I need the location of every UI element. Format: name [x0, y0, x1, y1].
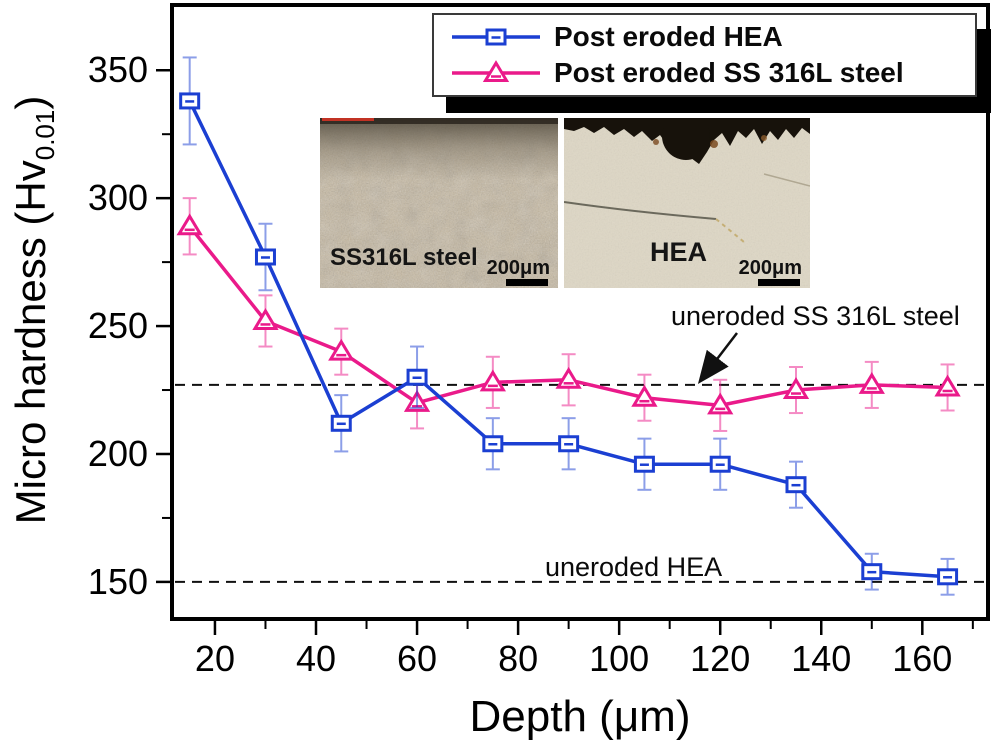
scalebar-hea: 200μm	[739, 258, 802, 286]
data-point-marker-triangle	[934, 374, 961, 397]
axis-ticks: 20 40 60 80 100 120 140 160 150 200 250 300 350	[88, 49, 974, 679]
data-point-marker-square	[558, 435, 580, 453]
data-point-marker-square	[633, 455, 655, 473]
inset-micrograph-hea: HEA 200μm	[564, 118, 810, 288]
svg-text:300: 300	[88, 177, 148, 218]
annotation-uneroded-ss316l: uneroded SS 316L steel	[671, 301, 960, 331]
data-point-marker-triangle	[479, 369, 506, 392]
plot-frame	[170, 3, 990, 621]
scalebar-ss316l-text: 200μm	[486, 257, 550, 279]
data-point-marker-triangle	[707, 392, 734, 415]
data-point-marker-triangle	[252, 308, 279, 330]
svg-text:350: 350	[88, 49, 148, 90]
svg-text:40: 40	[296, 638, 336, 679]
micrograph-ss316l-image	[320, 118, 558, 288]
data-point-marker-square	[861, 563, 883, 581]
x-axis-title: Depth (μm)	[469, 692, 691, 741]
svg-text:250: 250	[88, 305, 148, 346]
inset-label-ss316l: SS316L steel	[330, 244, 478, 271]
data-point-marker-triangle	[176, 213, 203, 236]
scalebar-ss316l: 200μm	[487, 258, 550, 286]
data-point-marker-square	[482, 435, 504, 453]
data-point-marker-square	[485, 28, 507, 46]
inset-micrograph-ss316l: SS316L steel 200μm	[320, 118, 558, 288]
data-point-marker-square	[709, 455, 731, 473]
svg-text:120: 120	[690, 638, 750, 679]
legend-label-ss316l: Post eroded SS 316L steel	[554, 57, 904, 88]
data-point-marker-triangle	[631, 384, 658, 407]
data-point-marker-triangle	[555, 366, 582, 389]
data-point-marker-square	[937, 568, 959, 586]
svg-text:80: 80	[498, 638, 538, 679]
legend-entry-ss316l: Post eroded SS 316L steel	[450, 55, 975, 91]
series-markers-hea	[179, 92, 959, 586]
svg-text:60: 60	[397, 638, 437, 679]
data-point-marker-square	[785, 476, 807, 494]
svg-text:20: 20	[195, 638, 235, 679]
data-point-marker-triangle	[482, 60, 510, 82]
legend: Post eroded HEA Post eroded SS 316L stee…	[432, 13, 977, 97]
scalebar-ss316l-bar	[506, 279, 548, 286]
data-point-marker-square	[330, 414, 352, 432]
svg-text:140: 140	[791, 638, 851, 679]
data-point-marker-triangle	[858, 371, 885, 394]
data-point-marker-square	[254, 248, 276, 266]
data-point-marker-square	[179, 92, 201, 110]
legend-marker-ss316l-icon	[452, 60, 540, 82]
svg-text:100: 100	[589, 638, 649, 679]
svg-text:200: 200	[88, 433, 148, 474]
legend-entry-hea: Post eroded HEA	[450, 19, 975, 55]
error-bars-hea	[182, 56, 955, 596]
legend-label-hea: Post eroded HEA	[554, 21, 783, 52]
inset-label-hea: HEA	[650, 237, 708, 267]
svg-text:150: 150	[88, 561, 148, 602]
micrograph-hea-image	[564, 118, 810, 288]
data-point-marker-triangle	[782, 377, 810, 400]
inset-red-mark	[322, 118, 374, 121]
data-point-marker-triangle	[328, 338, 355, 361]
scalebar-hea-bar	[758, 279, 800, 286]
legend-marker-hea-icon	[452, 28, 540, 46]
annotation-uneroded-hea: uneroded HEA	[545, 552, 723, 582]
svg-text:160: 160	[892, 638, 952, 679]
crack-line	[564, 201, 717, 220]
scalebar-hea-text: 200μm	[738, 257, 802, 279]
annotation-arrow	[697, 332, 738, 384]
series-markers-ss316l	[176, 213, 961, 415]
data-point-marker-square	[406, 368, 428, 386]
